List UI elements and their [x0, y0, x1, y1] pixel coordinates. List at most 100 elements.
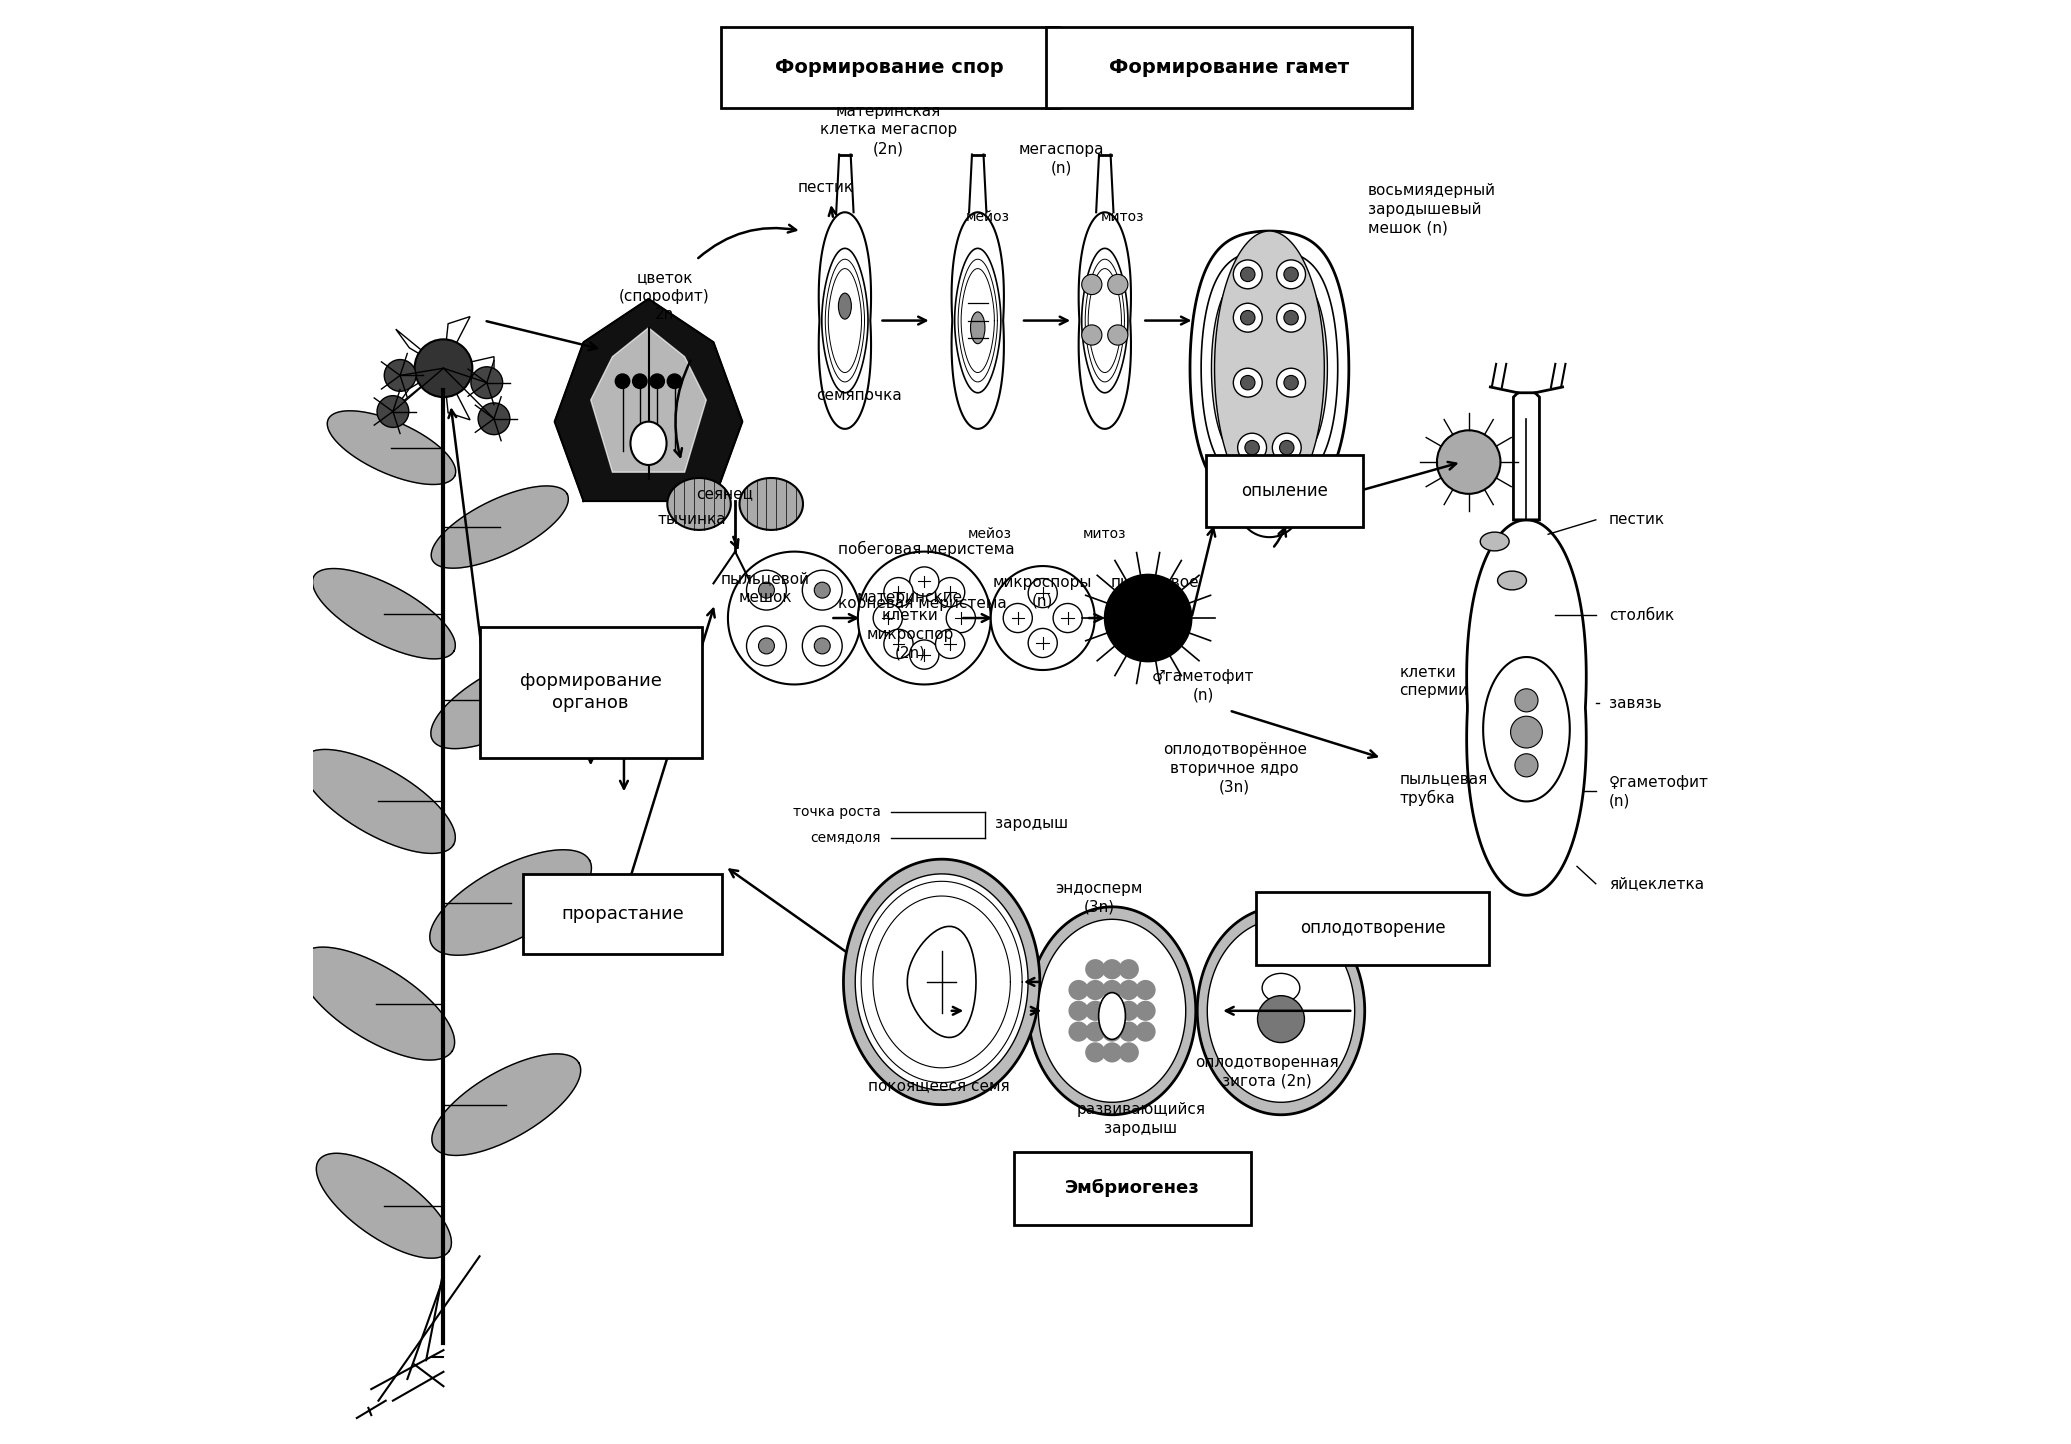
- Polygon shape: [327, 410, 456, 485]
- Text: побеговая меристема: побеговая меристема: [837, 540, 1015, 557]
- Circle shape: [1002, 604, 1031, 632]
- Circle shape: [1118, 980, 1139, 1001]
- Circle shape: [478, 403, 509, 435]
- Circle shape: [650, 374, 665, 388]
- Text: мейоз: мейоз: [965, 209, 1011, 224]
- Polygon shape: [1466, 520, 1586, 895]
- Text: формирование
органов: формирование органов: [520, 673, 663, 712]
- Text: мегаспора
(n): мегаспора (n): [1019, 142, 1104, 176]
- Circle shape: [884, 578, 913, 606]
- Text: яйцеклетка: яйцеклетка: [1609, 877, 1704, 891]
- Circle shape: [1272, 433, 1301, 462]
- Polygon shape: [1038, 920, 1187, 1102]
- Circle shape: [936, 630, 965, 658]
- Circle shape: [1069, 1021, 1089, 1041]
- Circle shape: [909, 567, 938, 596]
- Circle shape: [1104, 575, 1191, 661]
- Circle shape: [1135, 1021, 1156, 1041]
- Text: ♀гаметофит
(n): ♀гаметофит (n): [1609, 774, 1709, 809]
- Polygon shape: [443, 357, 495, 380]
- Polygon shape: [396, 329, 443, 368]
- Text: опыление: опыление: [1241, 482, 1328, 500]
- Circle shape: [1514, 754, 1539, 777]
- Circle shape: [1118, 1001, 1139, 1021]
- Circle shape: [1234, 303, 1261, 332]
- Text: развивающийся
зародыш: развивающийся зародыш: [1077, 1102, 1205, 1136]
- Text: материнские
клетки
микроспор
(2n): материнские клетки микроспор (2n): [857, 589, 963, 661]
- Circle shape: [1514, 689, 1539, 712]
- Polygon shape: [1214, 231, 1323, 505]
- Circle shape: [801, 627, 843, 666]
- Circle shape: [1069, 1001, 1089, 1021]
- Circle shape: [814, 582, 830, 598]
- Text: завязь: завязь: [1609, 696, 1661, 710]
- Circle shape: [1102, 1043, 1122, 1063]
- Text: зародыш: зародыш: [994, 816, 1069, 830]
- Text: митоз: митоз: [1083, 527, 1127, 542]
- Circle shape: [874, 604, 903, 632]
- Circle shape: [884, 630, 913, 658]
- Circle shape: [470, 367, 503, 399]
- Circle shape: [1234, 368, 1261, 397]
- Polygon shape: [317, 1154, 451, 1258]
- Polygon shape: [431, 653, 582, 748]
- Circle shape: [1027, 628, 1058, 657]
- Circle shape: [746, 570, 787, 609]
- Circle shape: [1102, 959, 1122, 979]
- Circle shape: [1102, 1021, 1122, 1041]
- Polygon shape: [590, 328, 706, 472]
- Polygon shape: [907, 927, 975, 1037]
- Circle shape: [1108, 274, 1129, 295]
- Text: цветок
(спорофит)
2n: цветок (спорофит) 2n: [619, 270, 710, 322]
- Text: сеянец: сеянец: [696, 487, 754, 501]
- Text: пыльцевой
мешок: пыльцевой мешок: [721, 570, 810, 605]
- Circle shape: [1241, 310, 1255, 325]
- Circle shape: [632, 374, 646, 388]
- Text: эндосперм
(3n): эндосперм (3n): [1056, 881, 1143, 915]
- Text: материнская
клетка мегаспор
(2n): материнская клетка мегаспор (2n): [820, 104, 957, 156]
- Polygon shape: [1212, 269, 1328, 468]
- Polygon shape: [818, 212, 872, 429]
- Polygon shape: [431, 849, 592, 956]
- Text: микроспоры
(n): микроспоры (n): [992, 575, 1091, 609]
- Circle shape: [1118, 1043, 1139, 1063]
- Circle shape: [814, 638, 830, 654]
- Circle shape: [1284, 310, 1299, 325]
- Circle shape: [1085, 980, 1106, 1001]
- Circle shape: [1069, 980, 1089, 1001]
- Circle shape: [1245, 440, 1259, 455]
- Polygon shape: [396, 368, 443, 407]
- Polygon shape: [443, 316, 470, 368]
- Polygon shape: [1497, 683, 1555, 775]
- Text: ♂гаметофит
(n): ♂гаметофит (n): [1151, 669, 1255, 703]
- Circle shape: [746, 627, 787, 666]
- FancyBboxPatch shape: [721, 27, 1058, 108]
- Circle shape: [1257, 996, 1305, 1043]
- Text: Формирование спор: Формирование спор: [775, 58, 1004, 78]
- Circle shape: [1284, 267, 1299, 282]
- Polygon shape: [1191, 231, 1348, 505]
- Circle shape: [801, 570, 843, 609]
- Circle shape: [1238, 433, 1267, 462]
- Text: пестик: пестик: [797, 180, 853, 195]
- Polygon shape: [1483, 657, 1570, 801]
- Text: оплодотворенная
зигота (2n): оплодотворенная зигота (2n): [1195, 1054, 1338, 1089]
- Polygon shape: [843, 859, 1040, 1105]
- Circle shape: [1234, 260, 1261, 289]
- Text: Эмбриогенез: Эмбриогенез: [1064, 1180, 1199, 1197]
- FancyBboxPatch shape: [1257, 892, 1489, 965]
- Text: оплодотворение: оплодотворение: [1301, 920, 1446, 937]
- Polygon shape: [739, 478, 804, 530]
- Circle shape: [1085, 1043, 1106, 1063]
- Circle shape: [1135, 1001, 1156, 1021]
- Circle shape: [1054, 604, 1083, 632]
- Circle shape: [1276, 260, 1305, 289]
- Text: восьмиядерный
зародышевый
мешок (n): восьмиядерный зародышевый мешок (n): [1367, 183, 1495, 235]
- Text: прорастание: прорастание: [561, 905, 683, 923]
- Text: Формирование гамет: Формирование гамет: [1108, 58, 1348, 78]
- Polygon shape: [1081, 248, 1129, 393]
- Polygon shape: [855, 874, 1027, 1090]
- Polygon shape: [1491, 670, 1562, 788]
- Circle shape: [1241, 375, 1255, 390]
- Polygon shape: [1197, 907, 1365, 1115]
